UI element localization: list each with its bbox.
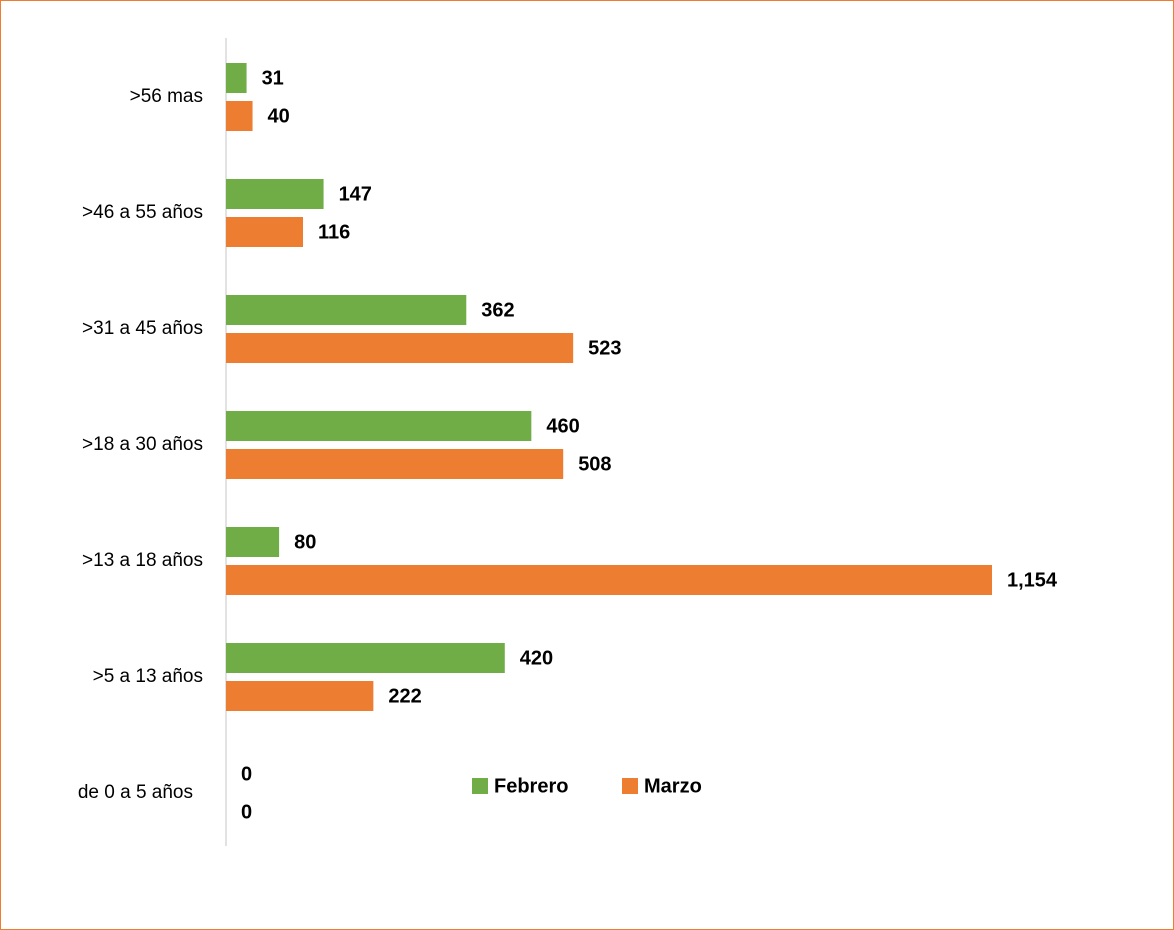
data-label: 31 [262,67,284,89]
bar [226,411,532,441]
y-tick-label: >5 a 13 años [93,666,203,687]
legend-swatch [472,778,488,794]
bar [226,449,564,479]
y-tick-label: de 0 a 5 años [78,782,193,803]
legend-label: Febrero [494,775,568,797]
bar [226,63,247,93]
bar [226,643,505,673]
bar [226,295,467,325]
legend-label: Marzo [644,775,702,797]
y-tick-label: >46 a 55 años [82,202,203,223]
data-label: 80 [294,531,316,553]
bar [226,333,574,363]
data-label: 1,154 [1007,569,1058,591]
bar [226,681,374,711]
y-tick-label: >13 a 18 años [82,550,203,571]
data-label: 420 [520,647,553,669]
legend-swatch [622,778,638,794]
data-label: 362 [481,299,514,321]
data-label: 460 [546,415,579,437]
data-label: 508 [578,453,611,475]
data-label: 523 [588,337,621,359]
y-tick-label: >56 mas [130,86,203,107]
y-tick-label: >31 a 45 años [82,318,203,339]
bar [226,101,253,131]
data-label: 0 [241,801,252,823]
data-label: 147 [339,183,372,205]
data-label: 116 [318,221,350,243]
bar [226,527,280,557]
bar [226,217,303,247]
data-label: 0 [241,763,252,785]
bar [226,179,324,209]
data-label: 222 [388,685,421,707]
data-label: 40 [268,105,290,127]
bar [226,565,992,595]
y-tick-label: >18 a 30 años [82,434,203,455]
